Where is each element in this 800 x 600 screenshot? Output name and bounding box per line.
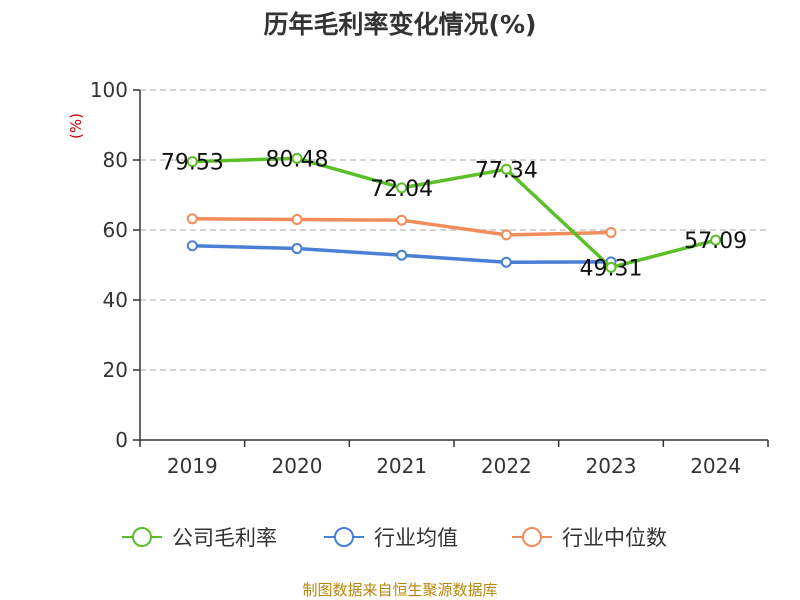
data-label: 72.04	[370, 177, 433, 202]
legend-marker	[334, 527, 354, 547]
y-tick-label: 100	[90, 78, 128, 102]
data-point[interactable]	[396, 249, 408, 261]
x-tick-label: 2021	[376, 454, 427, 478]
data-point[interactable]	[710, 234, 722, 246]
data-point[interactable]	[291, 243, 303, 255]
legend-marker	[132, 527, 152, 547]
data-label-layer: 79.53 80.48 72.04 77.34 49.31 57.09	[161, 147, 747, 281]
data-label: 80.48	[266, 147, 329, 172]
y-tick-label: 20	[103, 358, 128, 382]
y-tick-label: 40	[103, 288, 128, 312]
x-tick-label: 2024	[690, 454, 741, 478]
data-point[interactable]	[291, 152, 303, 164]
series-0	[186, 152, 722, 273]
data-label: 79.53	[161, 151, 224, 176]
legend-label: 公司毛利率	[172, 526, 277, 550]
legend-item-0[interactable]: 公司毛利率	[122, 526, 277, 550]
x-tick-label: 2019	[167, 454, 218, 478]
data-point[interactable]	[186, 156, 198, 168]
legend-label: 行业中位数	[562, 526, 667, 550]
data-label: 77.34	[475, 158, 538, 183]
data-point[interactable]	[396, 214, 408, 226]
data-point[interactable]	[500, 256, 512, 268]
grid-layer	[140, 89, 768, 371]
x-tick-label: 2022	[481, 454, 532, 478]
y-tick-label: 80	[103, 148, 128, 172]
legend-label: 行业均值	[374, 526, 458, 550]
data-point[interactable]	[500, 229, 512, 241]
data-point[interactable]	[186, 213, 198, 225]
data-label: 57.09	[684, 229, 747, 254]
series-2	[186, 213, 617, 241]
y-axis-unit: (%)	[67, 113, 85, 139]
legend-item-2[interactable]: 行业中位数	[512, 526, 667, 550]
data-label: 49.31	[580, 256, 643, 281]
data-point[interactable]	[291, 214, 303, 225]
source-note: 制图数据来自恒生聚源数据库	[302, 581, 497, 599]
data-point[interactable]	[186, 240, 198, 252]
data-point[interactable]	[396, 182, 408, 194]
x-tick-label: 2023	[586, 454, 637, 478]
legend-item-1[interactable]: 行业均值	[324, 526, 458, 550]
chart-title: 历年毛利率变化情况(%)	[264, 10, 537, 39]
data-point[interactable]	[605, 261, 617, 273]
y-tick-label: 60	[103, 218, 128, 242]
legend: 公司毛利率 行业均值 行业中位数	[122, 526, 667, 550]
data-point[interactable]	[605, 226, 617, 238]
y-tick-label: 0	[115, 428, 128, 452]
axis-layer: 0 20 40 60 80 100 2019 2020 2021 2022 2023 2024	[90, 78, 769, 478]
series-layer	[186, 152, 722, 273]
data-point[interactable]	[500, 163, 512, 175]
series-1	[186, 240, 617, 268]
x-tick-label: 2020	[272, 454, 323, 478]
series-line	[192, 156, 717, 270]
legend-marker	[522, 527, 542, 547]
